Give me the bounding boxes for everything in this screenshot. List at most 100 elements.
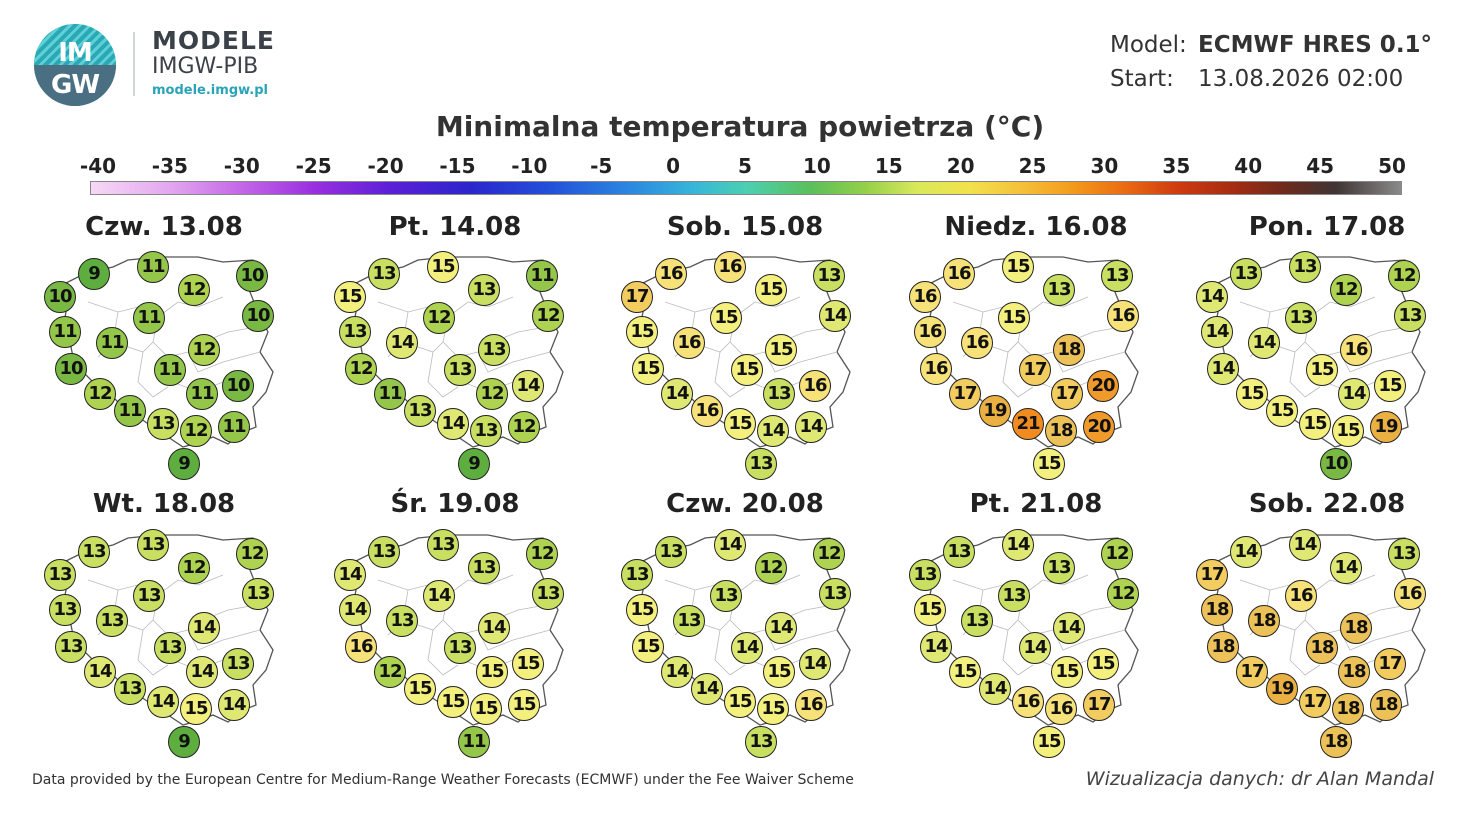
station-temperature: 15 bbox=[180, 693, 212, 725]
station-temperature: 15 bbox=[632, 631, 664, 663]
day-label: Pt. 14.08 bbox=[388, 212, 522, 242]
scale-tick-label: 40 bbox=[1234, 154, 1263, 178]
station-temperature: 10 bbox=[55, 353, 87, 385]
station-temperature: 10 bbox=[236, 260, 268, 292]
station-temperature: 16 bbox=[795, 689, 827, 721]
station-temperature: 13 bbox=[909, 559, 941, 591]
scale-tick-label: -30 bbox=[223, 154, 260, 178]
station-temperature: 14 bbox=[1002, 529, 1034, 561]
station-temperature: 15 bbox=[949, 656, 981, 688]
station-temperature: 13 bbox=[222, 648, 254, 680]
station-temperature: 13 bbox=[745, 726, 777, 758]
station-temperature: 16 bbox=[1045, 693, 1077, 725]
station-temperature: 13 bbox=[404, 395, 436, 427]
station-temperature: 13 bbox=[96, 605, 128, 637]
brand-url[interactable]: modele.imgw.pl bbox=[152, 83, 268, 98]
station-temperature: 16 bbox=[655, 258, 687, 290]
station-temperature: 15 bbox=[470, 693, 502, 725]
station-temperature: 12 bbox=[1107, 578, 1139, 610]
station-temperature: 15 bbox=[1236, 378, 1268, 410]
station-temperature: 14 bbox=[757, 415, 789, 447]
station-temperature: 17 bbox=[1299, 686, 1331, 718]
station-temperature: 13 bbox=[468, 552, 500, 584]
station-temperature: 14 bbox=[799, 648, 831, 680]
station-temperature: 12 bbox=[180, 415, 212, 447]
station-temperature: 11 bbox=[154, 354, 186, 386]
station-temperature: 18 bbox=[1370, 689, 1402, 721]
scale-tick-label: -35 bbox=[151, 154, 188, 178]
station-temperature: 14 bbox=[218, 689, 250, 721]
station-temperature: 20 bbox=[1087, 370, 1119, 402]
station-temperature: 15 bbox=[710, 302, 742, 334]
station-temperature: 16 bbox=[345, 631, 377, 663]
scale-tick-label: -25 bbox=[295, 154, 332, 178]
station-temperature: 15 bbox=[626, 316, 658, 348]
station-temperature: 13 bbox=[819, 578, 851, 610]
station-temperature: 15 bbox=[724, 686, 756, 718]
station-temperature: 14 bbox=[1053, 612, 1085, 644]
station-temperature: 13 bbox=[44, 559, 76, 591]
station-temperature: 14 bbox=[819, 300, 851, 332]
station-temperature: 13 bbox=[1101, 260, 1133, 292]
station-temperature: 13 bbox=[1043, 552, 1075, 584]
station-temperature: 15 bbox=[998, 302, 1030, 334]
station-temperature: 14 bbox=[1289, 529, 1321, 561]
region-border bbox=[714, 629, 746, 676]
station-temperature: 15 bbox=[757, 693, 789, 725]
brand-title: MODELE bbox=[152, 26, 275, 55]
region-border bbox=[1002, 629, 1034, 676]
logo-text-top: IM bbox=[58, 38, 93, 68]
station-temperature: 13 bbox=[339, 316, 371, 348]
day-label: Śr. 19.08 bbox=[390, 489, 520, 519]
station-temperature: 13 bbox=[1388, 538, 1420, 570]
station-temperature: 13 bbox=[78, 536, 110, 568]
station-temperature: 16 bbox=[691, 395, 723, 427]
station-temperature: 12 bbox=[755, 552, 787, 584]
station-temperature: 13 bbox=[655, 536, 687, 568]
station-temperature: 12 bbox=[813, 538, 845, 570]
station-temperature: 14 bbox=[339, 594, 371, 626]
station-temperature: 17 bbox=[1236, 656, 1268, 688]
station-temperature: 16 bbox=[714, 251, 746, 283]
station-temperature: 18 bbox=[1248, 605, 1280, 637]
station-temperature: 18 bbox=[1207, 631, 1239, 663]
station-temperature: 16 bbox=[1340, 334, 1372, 366]
station-temperature: 13 bbox=[710, 580, 742, 612]
station-temperature: 17 bbox=[949, 378, 981, 410]
station-temperature: 20 bbox=[1083, 411, 1115, 443]
station-temperature: 13 bbox=[468, 274, 500, 306]
station-temperature: 13 bbox=[147, 408, 179, 440]
station-temperature: 13 bbox=[1043, 274, 1075, 306]
station-temperature: 19 bbox=[1370, 411, 1402, 443]
station-temperature: 9 bbox=[458, 448, 490, 480]
data-source-note: Data provided by the European Centre for… bbox=[32, 772, 854, 788]
station-temperature: 15 bbox=[914, 594, 946, 626]
station-temperature: 18 bbox=[1045, 415, 1077, 447]
station-temperature: 12 bbox=[188, 334, 220, 366]
station-temperature: 13 bbox=[242, 578, 274, 610]
station-temperature: 15 bbox=[731, 354, 763, 386]
station-temperature: 12 bbox=[508, 411, 540, 443]
station-temperature: 12 bbox=[178, 552, 210, 584]
station-temperature: 16 bbox=[1394, 578, 1426, 610]
station-temperature: 12 bbox=[1330, 274, 1362, 306]
station-temperature: 17 bbox=[621, 281, 653, 313]
station-temperature: 12 bbox=[423, 302, 455, 334]
station-temperature: 16 bbox=[1012, 686, 1044, 718]
station-temperature: 15 bbox=[1374, 370, 1406, 402]
station-temperature: 14 bbox=[1019, 632, 1051, 664]
scale-tick-label: 10 bbox=[802, 154, 831, 178]
day-label: Pon. 17.08 bbox=[1248, 212, 1406, 242]
model-label: Model: bbox=[1110, 32, 1187, 58]
station-temperature: 14 bbox=[84, 656, 116, 688]
station-temperature: 12 bbox=[526, 538, 558, 570]
region-border bbox=[137, 351, 169, 398]
scale-tick-label: -40 bbox=[79, 154, 117, 178]
station-temperature: 14 bbox=[714, 529, 746, 561]
station-temperature: 17 bbox=[1374, 648, 1406, 680]
station-temperature: 11 bbox=[526, 260, 558, 292]
station-temperature: 15 bbox=[404, 673, 436, 705]
station-temperature: 11 bbox=[114, 395, 146, 427]
day-label: Pt. 21.08 bbox=[969, 489, 1103, 519]
station-temperature: 16 bbox=[1107, 300, 1139, 332]
